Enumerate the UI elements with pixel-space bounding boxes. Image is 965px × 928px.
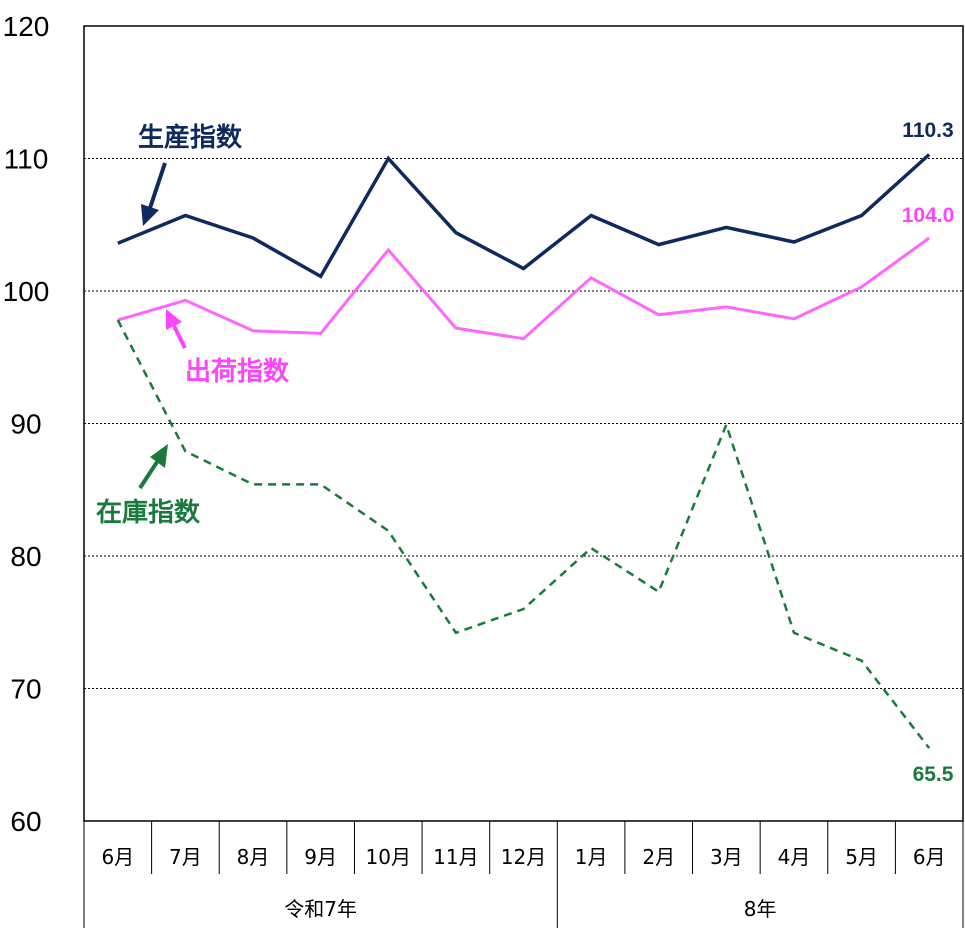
x-tick-label: 12月 xyxy=(501,845,546,869)
x-tick-label: 3月 xyxy=(710,845,743,869)
series-lines xyxy=(116,153,931,749)
x-tick-label: 7月 xyxy=(169,845,202,869)
arrowhead-shipment xyxy=(166,309,182,330)
y-tick-label: 90 xyxy=(10,409,41,440)
x-tick-label: 4月 xyxy=(778,845,811,869)
x-tick-label: 5月 xyxy=(845,845,878,869)
end-value-production: 110.3 xyxy=(902,119,953,142)
arrowhead-inventory xyxy=(150,444,168,468)
end-value-inventory: 65.5 xyxy=(913,763,954,786)
x-tick-label: 8月 xyxy=(237,845,270,869)
series-line-1 xyxy=(117,153,931,279)
label-shipment: 出荷指数 xyxy=(166,309,290,387)
arrow-production xyxy=(148,162,167,209)
year-group-label: 8年 xyxy=(744,897,777,921)
series-line-3 xyxy=(116,319,931,749)
plot-frame xyxy=(83,25,964,822)
end-value-shipment: 104.0 xyxy=(902,204,955,227)
series-label-shipment: 出荷指数 xyxy=(185,357,290,387)
x-tick-label: 2月 xyxy=(642,845,675,869)
arrow-shipment xyxy=(172,325,187,349)
year-group-label: 令和7年 xyxy=(284,897,357,921)
series-label-inventory: 在庫指数 xyxy=(96,498,201,528)
gridlines xyxy=(84,158,963,689)
series-label-production: 生産指数 xyxy=(138,122,243,153)
series-line-2 xyxy=(117,236,931,341)
y-tick-label: 80 xyxy=(10,541,41,572)
x-tick-label: 6月 xyxy=(913,845,946,869)
y-tick-label: 110 xyxy=(4,144,49,175)
x-tick-label: 11月 xyxy=(433,845,478,869)
y-tick-label: 120 xyxy=(3,11,50,42)
arrow-inventory xyxy=(138,460,159,490)
y-tick-label: 70 xyxy=(10,674,41,705)
x-tick-label: 1月 xyxy=(575,845,608,869)
x-tick-label: 9月 xyxy=(304,845,337,869)
x-tick-label: 6月 xyxy=(101,845,134,869)
y-axis: 60 70 80 90 100 110 120 xyxy=(3,11,50,837)
x-tick-label: 10月 xyxy=(366,845,411,869)
y-tick-label: 100 xyxy=(3,276,50,307)
label-inventory: 在庫指数 xyxy=(96,444,201,528)
arrowhead-production xyxy=(141,204,159,226)
y-tick-label: 60 xyxy=(10,806,41,837)
label-production: 生産指数 xyxy=(138,122,243,226)
